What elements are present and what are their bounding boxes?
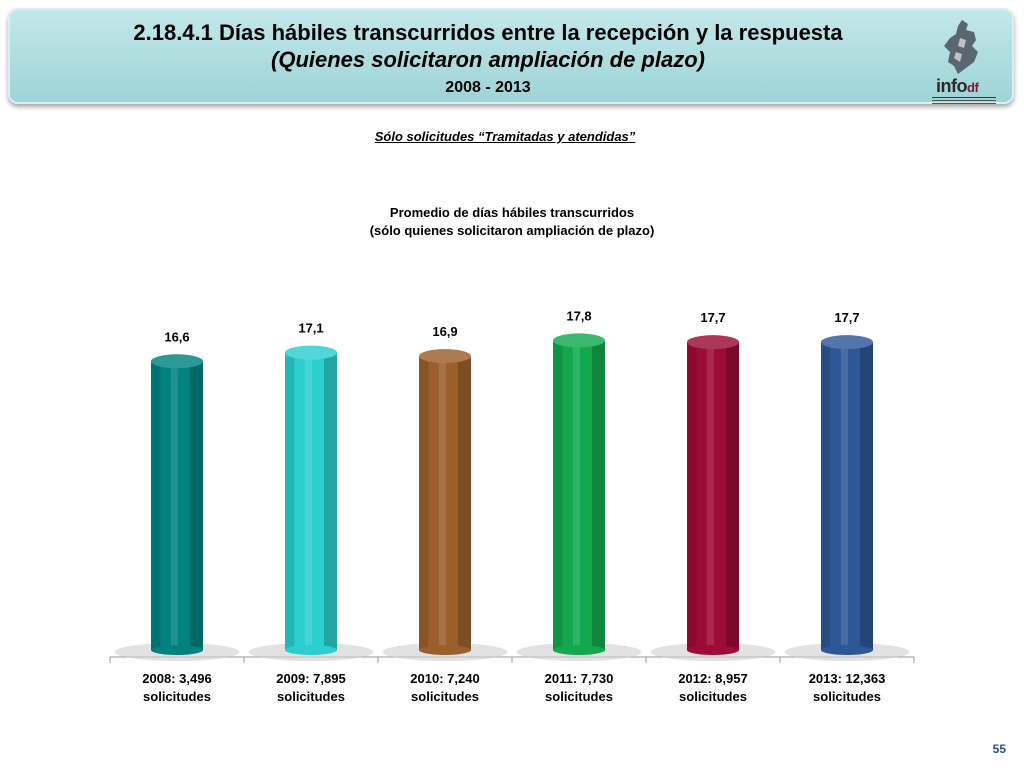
bar-shade-left bbox=[419, 356, 429, 650]
bar bbox=[285, 352, 337, 650]
map-icon bbox=[944, 20, 978, 74]
page-number: 55 bbox=[992, 742, 1006, 756]
bar-bottom-cap bbox=[285, 645, 337, 655]
x-tick-label: solicitudes bbox=[277, 689, 345, 704]
bar-highlight bbox=[840, 342, 849, 650]
bar-top-cap bbox=[285, 345, 337, 360]
data-label: 17,1 bbox=[298, 321, 323, 336]
page-title-subtitle: (Quienes solicitaron ampliación de plazo… bbox=[271, 47, 705, 72]
bar bbox=[419, 356, 471, 650]
data-label: 17,7 bbox=[834, 310, 859, 325]
x-tick-label: 2012: 8,957 bbox=[678, 671, 747, 686]
x-tick-label: solicitudes bbox=[411, 689, 479, 704]
bar bbox=[821, 342, 873, 650]
bar-top-cap bbox=[151, 354, 203, 369]
data-label: 16,9 bbox=[432, 324, 457, 339]
bar-highlight bbox=[706, 342, 715, 650]
bar-top-cap-shine bbox=[821, 335, 873, 350]
bar-highlight bbox=[304, 352, 313, 650]
bar-top-cap bbox=[419, 349, 471, 364]
bar-top-cap bbox=[687, 335, 739, 350]
page-title: 2.18.4.1 Días hábiles transcurridos entr… bbox=[133, 20, 843, 45]
x-tick-label: solicitudes bbox=[545, 689, 613, 704]
data-label: 17,8 bbox=[566, 308, 591, 323]
bar-shade-left bbox=[285, 352, 295, 650]
x-tick-label: solicitudes bbox=[679, 689, 747, 704]
bar-highlight bbox=[438, 356, 447, 650]
bar-top-cap bbox=[553, 333, 605, 348]
chart-title: Promedio de días hábiles transcurridos bbox=[389, 205, 635, 220]
bar-shade-right bbox=[592, 340, 605, 650]
title-banner: 2.18.4.1 Días hábiles transcurridos entr… bbox=[8, 8, 1014, 104]
bar-top-cap-shine bbox=[285, 345, 337, 360]
bar-top-cap-shine bbox=[687, 335, 739, 350]
bar-shade-right bbox=[860, 342, 873, 650]
filter-note: Sólo solicitudes “Tramitadas y atendidas… bbox=[374, 129, 636, 144]
bar-highlight bbox=[170, 361, 179, 650]
bar-shade-left bbox=[553, 340, 563, 650]
x-tick-label: 2011: 7,730 bbox=[545, 671, 614, 686]
bar-bottom-cap bbox=[687, 645, 739, 655]
bar-shade-left bbox=[821, 342, 831, 650]
x-tick-label: 2010: 7,240 bbox=[410, 671, 479, 686]
x-tick-label: solicitudes bbox=[813, 689, 881, 704]
chart-subtitle: (sólo quienes solicitaron ampliación de … bbox=[369, 223, 655, 238]
bar-bottom-cap bbox=[553, 645, 605, 655]
bar-top-cap bbox=[821, 335, 873, 350]
bar-shade-right bbox=[458, 356, 471, 650]
bar-top-cap-shine bbox=[553, 333, 605, 348]
bar-shade-right bbox=[324, 352, 337, 650]
bar bbox=[687, 342, 739, 650]
bar-top-cap-shine bbox=[419, 349, 471, 364]
data-label: 17,7 bbox=[700, 310, 725, 325]
bar-top-cap-shine bbox=[151, 354, 203, 369]
infodf-logo: infodf bbox=[932, 18, 996, 104]
data-label: 16,6 bbox=[164, 329, 189, 344]
bar-bottom-cap bbox=[419, 645, 471, 655]
bar-shade-right bbox=[726, 342, 739, 650]
logo-text: infodf bbox=[936, 76, 979, 96]
page-title-years: 2008 - 2013 bbox=[445, 79, 531, 96]
bar bbox=[151, 361, 203, 650]
bar-shade-right bbox=[190, 361, 203, 650]
x-tick-label: 2009: 7,895 bbox=[276, 671, 345, 686]
bar-highlight bbox=[572, 340, 581, 650]
bar-shade-left bbox=[687, 342, 697, 650]
bar-bottom-cap bbox=[151, 645, 203, 655]
bar-shade-left bbox=[151, 361, 161, 650]
x-tick-label: 2013: 12,363 bbox=[809, 671, 886, 686]
bar-bottom-cap bbox=[821, 645, 873, 655]
x-tick-label: 2008: 3,496 bbox=[142, 671, 211, 686]
bar bbox=[553, 340, 605, 650]
logo-caption-lines bbox=[932, 97, 996, 106]
x-tick-label: solicitudes bbox=[143, 689, 211, 704]
